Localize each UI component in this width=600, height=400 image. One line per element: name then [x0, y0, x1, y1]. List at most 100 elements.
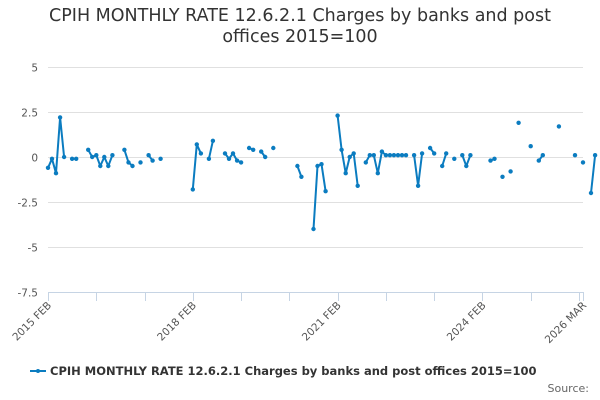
- data-point[interactable]: [90, 154, 95, 160]
- data-point[interactable]: [592, 153, 598, 158]
- data-point[interactable]: [110, 153, 115, 158]
- data-point[interactable]: [540, 153, 545, 158]
- data-point[interactable]: [222, 151, 228, 156]
- data-point[interactable]: [138, 160, 143, 165]
- data-point[interactable]: [126, 160, 131, 165]
- data-point[interactable]: [419, 151, 425, 156]
- data-point[interactable]: [246, 145, 252, 151]
- data-point[interactable]: [411, 153, 417, 158]
- x-axis: 2015 FEB 2018 FEB 2021 FEB 2024 FEB 2026 MAR: [10, 292, 589, 346]
- data-point[interactable]: [508, 169, 513, 174]
- data-point[interactable]: [206, 156, 212, 161]
- x-tick-label: 2018 FEB: [155, 300, 199, 344]
- data-point[interactable]: [57, 115, 63, 120]
- y-tick-label: 0: [31, 153, 38, 165]
- data-point[interactable]: [395, 153, 401, 158]
- data-point[interactable]: [444, 151, 449, 156]
- data-point[interactable]: [238, 160, 244, 165]
- data-series[interactable]: [45, 113, 600, 232]
- data-point[interactable]: [528, 144, 533, 149]
- data-point[interactable]: [230, 151, 236, 156]
- data-point[interactable]: [122, 147, 127, 152]
- data-point[interactable]: [427, 145, 433, 151]
- data-point[interactable]: [347, 154, 352, 160]
- data-point[interactable]: [500, 174, 505, 179]
- series-line-segment: [191, 143, 202, 190]
- chart-title-line-2: offices 2015=100: [222, 27, 378, 47]
- data-point[interactable]: [375, 171, 380, 176]
- data-point[interactable]: [259, 149, 264, 154]
- chart-title: CPIH MONTHLY RATE 12.6.2.1 Charges by ba…: [0, 6, 600, 48]
- data-point[interactable]: [271, 145, 276, 151]
- data-point[interactable]: [86, 147, 91, 152]
- data-point[interactable]: [49, 156, 55, 161]
- data-point[interactable]: [299, 174, 304, 179]
- y-axis: 5 2.5 0 -2.5 -5 -7.5: [18, 63, 39, 300]
- y-tick-label: 5: [31, 63, 38, 75]
- data-point[interactable]: [98, 163, 103, 169]
- data-point[interactable]: [295, 163, 300, 169]
- data-point[interactable]: [536, 158, 541, 163]
- y-tick-label: -2.5: [18, 198, 39, 210]
- data-point[interactable]: [415, 183, 421, 188]
- data-point[interactable]: [464, 163, 469, 169]
- data-point[interactable]: [234, 158, 240, 163]
- data-point[interactable]: [315, 163, 320, 169]
- data-point[interactable]: [130, 163, 135, 169]
- data-point[interactable]: [343, 171, 348, 176]
- data-point[interactable]: [106, 163, 111, 169]
- data-point[interactable]: [371, 153, 376, 158]
- data-point[interactable]: [355, 183, 360, 188]
- data-point[interactable]: [432, 151, 437, 156]
- data-point[interactable]: [452, 156, 457, 161]
- data-point[interactable]: [69, 156, 75, 161]
- data-point[interactable]: [102, 154, 107, 160]
- data-point[interactable]: [516, 120, 521, 126]
- data-point[interactable]: [198, 151, 204, 156]
- data-point[interactable]: [351, 151, 356, 156]
- data-point[interactable]: [403, 153, 409, 158]
- data-point[interactable]: [94, 153, 99, 158]
- data-point[interactable]: [263, 154, 268, 160]
- data-point[interactable]: [226, 156, 232, 161]
- data-point[interactable]: [580, 160, 586, 165]
- data-point[interactable]: [391, 153, 397, 158]
- data-point[interactable]: [146, 153, 151, 158]
- data-point[interactable]: [150, 158, 155, 163]
- data-point[interactable]: [335, 113, 340, 118]
- data-point[interactable]: [190, 187, 195, 192]
- x-tick-label: 2021 FEB: [300, 300, 344, 344]
- data-point[interactable]: [323, 189, 328, 194]
- data-point[interactable]: [319, 162, 324, 167]
- data-point[interactable]: [158, 156, 163, 161]
- y-tick-label: 2.5: [21, 108, 38, 120]
- x-tick-label: 2015 FEB: [10, 300, 54, 344]
- legend[interactable]: CPIH MONTHLY RATE 12.6.2.1 Charges by ba…: [30, 364, 537, 378]
- data-point[interactable]: [492, 156, 497, 161]
- data-point[interactable]: [379, 149, 385, 154]
- data-point[interactable]: [363, 160, 368, 165]
- data-point[interactable]: [383, 153, 389, 158]
- data-point[interactable]: [74, 156, 79, 161]
- data-point[interactable]: [440, 163, 445, 169]
- data-point[interactable]: [588, 190, 594, 196]
- data-point[interactable]: [251, 147, 256, 152]
- series-line-segment: [590, 155, 597, 194]
- data-point[interactable]: [45, 165, 51, 170]
- data-point[interactable]: [53, 171, 59, 176]
- data-point[interactable]: [556, 124, 562, 129]
- x-tick-label: 2024 FEB: [445, 300, 489, 344]
- data-point[interactable]: [61, 154, 67, 160]
- data-point[interactable]: [339, 147, 344, 152]
- data-point[interactable]: [367, 153, 372, 158]
- data-point[interactable]: [460, 153, 465, 158]
- data-point[interactable]: [399, 153, 405, 158]
- data-point[interactable]: [210, 138, 216, 143]
- data-point[interactable]: [488, 158, 493, 163]
- data-point[interactable]: [387, 153, 393, 158]
- data-point[interactable]: [311, 226, 316, 232]
- data-point[interactable]: [572, 153, 578, 158]
- y-tick-label: -7.5: [18, 288, 39, 300]
- data-point[interactable]: [468, 153, 473, 158]
- data-point[interactable]: [194, 142, 199, 147]
